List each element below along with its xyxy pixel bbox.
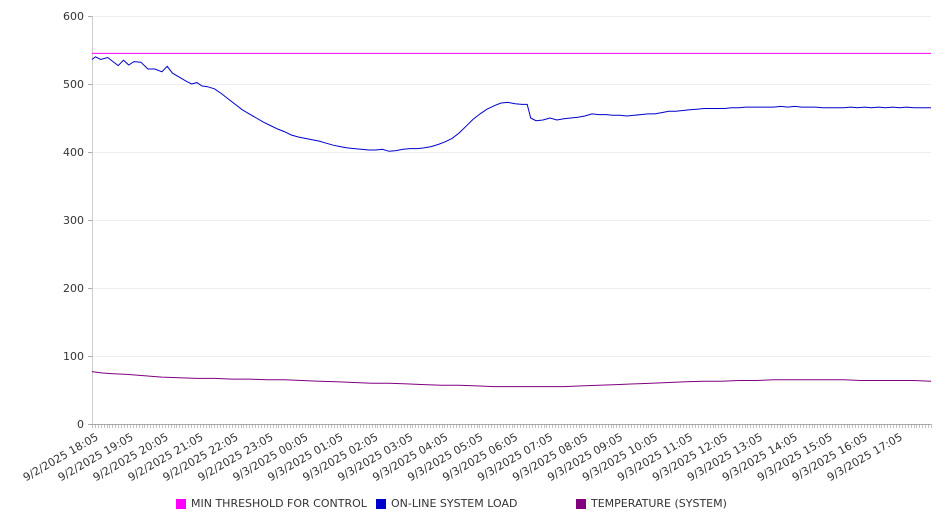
y-tick-label: 400: [63, 146, 84, 159]
y-tick-label: 500: [63, 78, 84, 91]
x-tick-labels: 9/2/2025 18:059/2/2025 19:059/2/2025 20:…: [21, 430, 905, 484]
legend-label-min-threshold: MIN THRESHOLD FOR CONTROL: [191, 497, 367, 510]
series-lines: [91, 52, 932, 388]
y-tick-label: 200: [63, 282, 84, 295]
y-tick-label: 100: [63, 350, 84, 363]
axes: [88, 16, 932, 428]
series-line-system-load: [91, 56, 931, 152]
y-tick-labels: 0 100 200 300 400 500 600: [63, 10, 84, 431]
grid-lines: [92, 16, 931, 357]
legend: MIN THRESHOLD FOR CONTROL ON-LINE SYSTEM…: [0, 497, 946, 515]
legend-swatch-temperature: [576, 498, 586, 509]
legend-item-temperature: TEMPERATURE (SYSTEM): [576, 497, 727, 510]
y-tick-label: 600: [63, 10, 84, 23]
legend-item-system-load: ON-LINE SYSTEM LOAD: [376, 497, 517, 510]
legend-label-temperature: TEMPERATURE (SYSTEM): [591, 497, 727, 510]
legend-swatch-system-load: [376, 498, 386, 509]
legend-item-min-threshold: MIN THRESHOLD FOR CONTROL: [176, 497, 367, 510]
legend-label-system-load: ON-LINE SYSTEM LOAD: [391, 497, 518, 510]
y-tick-label: 0: [77, 418, 84, 431]
series-line-temperature: [91, 371, 932, 388]
y-tick-label: 300: [63, 214, 84, 227]
legend-swatch-min-threshold: [176, 498, 186, 509]
